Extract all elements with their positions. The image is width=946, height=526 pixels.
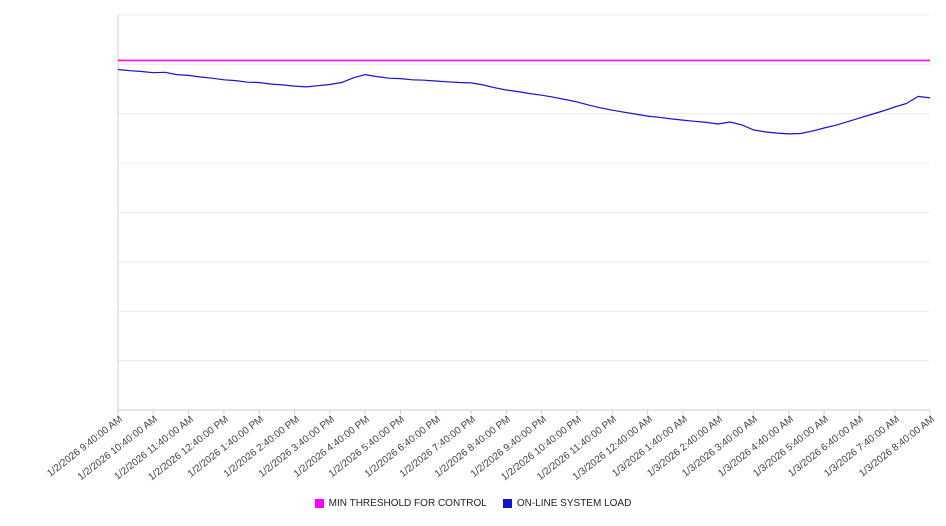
legend-item-system-load[interactable]: ON-LINE SYSTEM LOAD bbox=[502, 498, 632, 509]
series-line-system-load bbox=[117, 68, 931, 135]
legend-swatch-min-threshold bbox=[314, 499, 324, 508]
legend-item-min-threshold[interactable]: MIN THRESHOLD FOR CONTROL bbox=[314, 498, 487, 509]
legend-label-min-threshold: MIN THRESHOLD FOR CONTROL bbox=[328, 498, 487, 509]
legend-label-system-load: ON-LINE SYSTEM LOAD bbox=[516, 498, 632, 509]
legend-swatch-system-load bbox=[502, 499, 512, 508]
chart-plot-svg bbox=[117, 14, 931, 414]
chart-legend: MIN THRESHOLD FOR CONTROL ON-LINE SYSTEM… bbox=[0, 498, 946, 509]
